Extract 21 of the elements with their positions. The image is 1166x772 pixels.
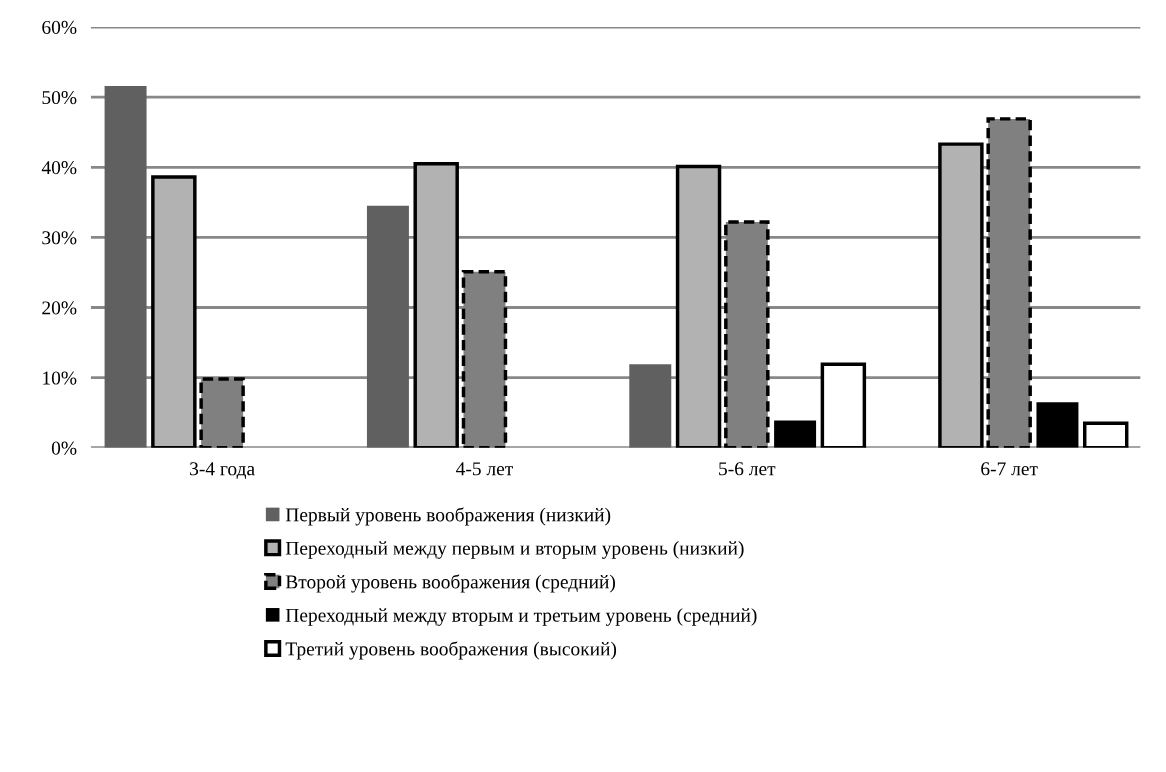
y-tick-label: 0%	[51, 441, 77, 455]
x-tick-label: 3-4 года	[190, 462, 255, 479]
bar	[1036, 402, 1079, 448]
legend-label: Первый уровень воображения (низкий)	[285, 507, 611, 526]
x-tick-label: 5-6 лет	[719, 462, 776, 476]
legend-label: Переходный между первым и вторым уровень (низкий)	[285, 541, 744, 559]
bar	[104, 85, 147, 448]
y-tick-label: 50%	[42, 90, 77, 105]
y-tick-label: 20%	[42, 301, 77, 315]
y-tick-label: 30%	[42, 231, 77, 245]
y-tick-label: 10%	[43, 371, 77, 385]
y-tick-label: 60%	[42, 20, 77, 35]
x-tick-label: 6-7 лет	[981, 462, 1038, 476]
bar	[774, 420, 817, 448]
y-tick-label: 40%	[41, 161, 77, 175]
bar	[629, 364, 672, 448]
x-tick-label: 4-5 лет	[456, 462, 513, 476]
legend-label: Переходный между вторым и третьим уровень (средний)	[285, 608, 757, 626]
legend-label: Третий уровень воображения (высокий)	[285, 641, 617, 660]
bar	[366, 205, 409, 448]
legend-label: Второй уровень воображения (средний)	[285, 574, 616, 593]
